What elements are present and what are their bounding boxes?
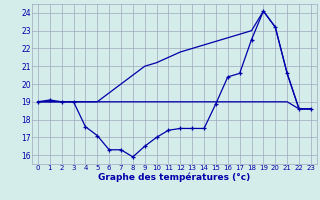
X-axis label: Graphe des températures (°c): Graphe des températures (°c) [98, 172, 251, 182]
